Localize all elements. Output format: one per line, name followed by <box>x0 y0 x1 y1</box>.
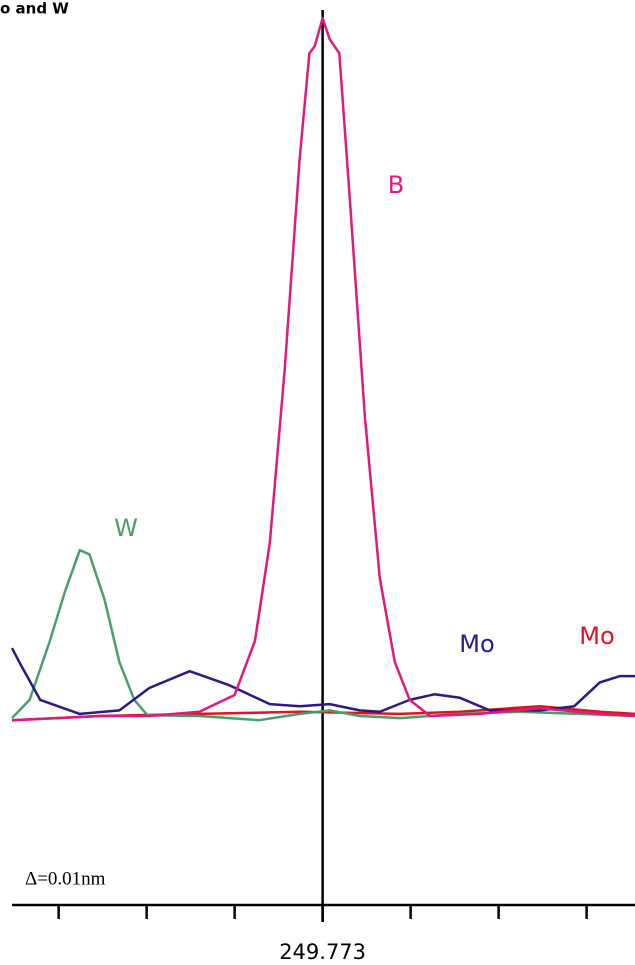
series-line <box>10 647 635 716</box>
series-label: Mo <box>579 622 614 650</box>
series-line <box>11 16 635 722</box>
chart-title: o and W <box>0 0 69 18</box>
series-label: W <box>114 514 138 542</box>
series-label: Mo <box>459 630 494 658</box>
x-tick-label: 249.773 <box>279 940 366 964</box>
series-label: B <box>388 171 404 199</box>
annotation: Δ=0.01nm <box>25 868 106 889</box>
